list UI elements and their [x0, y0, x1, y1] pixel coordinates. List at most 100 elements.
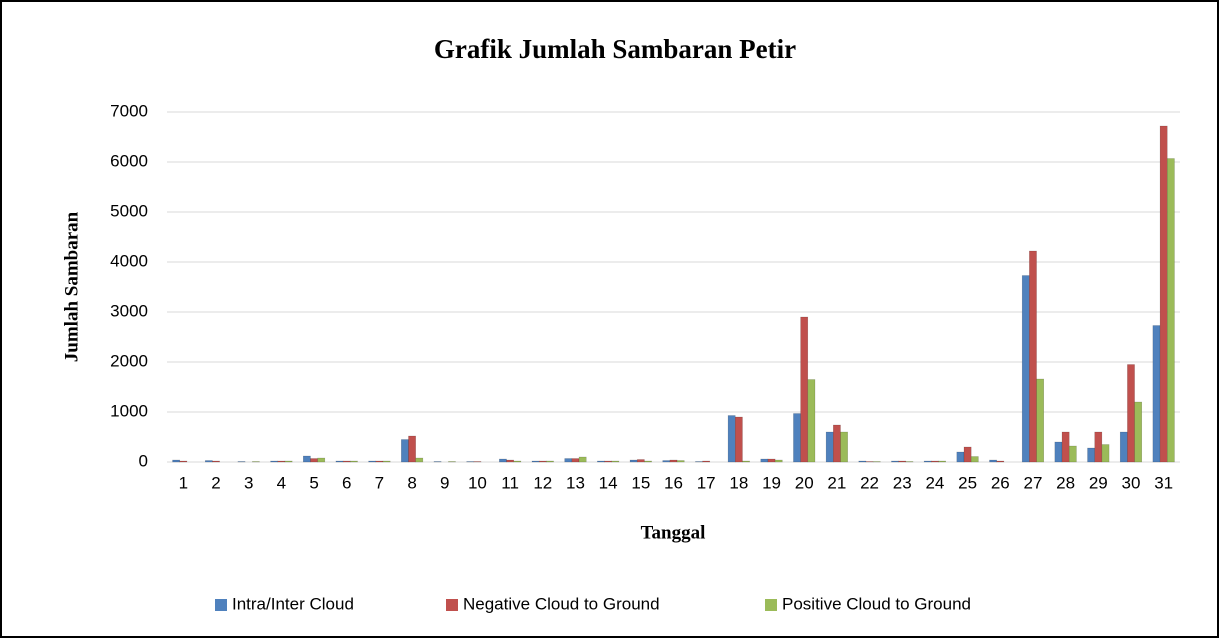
y-tick-label: 4000 [110, 251, 148, 270]
bar [840, 431, 848, 463]
bar [578, 456, 587, 463]
bar [499, 458, 507, 463]
y-tick-label: 0 [139, 451, 148, 470]
bar [644, 460, 652, 463]
x-tick-label: 29 [1089, 473, 1108, 492]
legend-swatch [765, 599, 777, 611]
bar [989, 459, 997, 463]
bar [793, 413, 801, 463]
bar [865, 461, 874, 463]
bar [735, 416, 743, 463]
bar [172, 459, 180, 463]
bar [872, 461, 881, 463]
bar [636, 459, 645, 463]
bar [662, 460, 671, 463]
bar [317, 457, 326, 463]
bar [774, 459, 783, 463]
bar [597, 460, 605, 463]
bar [676, 460, 685, 463]
x-tick-label: 13 [566, 473, 585, 492]
y-tick-label: 3000 [110, 301, 148, 320]
bar [342, 460, 351, 463]
x-tick-label: 4 [277, 473, 286, 492]
bar [1159, 125, 1168, 463]
bar [277, 460, 286, 463]
bar [448, 461, 456, 463]
y-tick-label: 6000 [110, 151, 148, 170]
legend-label: Negative Cloud to Ground [463, 594, 660, 613]
bar [1068, 445, 1077, 463]
bar [807, 379, 816, 463]
bar [931, 460, 939, 463]
bar [350, 460, 358, 463]
bar [335, 460, 344, 463]
bar [538, 460, 547, 463]
bar [382, 460, 391, 463]
bar [956, 451, 965, 463]
y-axis-label: Jumlah Sambaran [61, 211, 82, 362]
bar [252, 461, 260, 463]
x-tick-label: 27 [1023, 473, 1042, 492]
chart-title: Grafik Jumlah Sambaran Petir [434, 34, 796, 64]
bar [938, 460, 946, 463]
x-axis-label: Tanggal [641, 522, 706, 543]
bar [1036, 378, 1044, 463]
bar [1029, 250, 1037, 463]
bar [970, 456, 979, 463]
x-tick-label: 21 [827, 473, 846, 492]
bar [1061, 431, 1070, 463]
x-tick-label: 14 [599, 473, 618, 492]
x-tick-label: 3 [244, 473, 253, 492]
bar [204, 460, 213, 463]
x-tick-label: 12 [533, 473, 552, 492]
bar [415, 457, 424, 463]
bar [179, 460, 188, 463]
x-tick-label: 18 [729, 473, 748, 492]
bar [611, 460, 620, 463]
x-tick-label: 16 [664, 473, 683, 492]
bar [996, 460, 1005, 463]
bar [727, 415, 736, 463]
bar [1101, 444, 1110, 463]
bar [891, 460, 899, 463]
x-tick-label: 30 [1122, 473, 1141, 492]
bar [669, 459, 678, 463]
bar [546, 460, 554, 463]
x-tick-label: 10 [468, 473, 487, 492]
x-tick-label: 15 [631, 473, 650, 492]
legend-label: Intra/Inter Cloud [232, 594, 354, 613]
bar [963, 446, 972, 463]
x-tick-label: 24 [925, 473, 944, 492]
bar [898, 460, 907, 463]
bar [531, 460, 540, 463]
bar [513, 460, 522, 463]
bar [1167, 158, 1175, 463]
bar [767, 458, 776, 463]
bar [303, 455, 311, 463]
x-tick-label: 7 [375, 473, 384, 492]
bar [833, 424, 841, 463]
bar [760, 458, 769, 463]
bar [506, 459, 514, 463]
bar [368, 460, 377, 463]
x-tick-label: 23 [893, 473, 912, 492]
bar [1127, 364, 1135, 463]
x-tick-label: 22 [860, 473, 879, 492]
bar [473, 461, 482, 463]
x-tick-label: 17 [697, 473, 716, 492]
bar [923, 460, 932, 463]
x-tick-label: 8 [407, 473, 416, 492]
x-tick-label: 11 [501, 473, 519, 492]
y-tick-label: 5000 [110, 201, 148, 220]
bar [310, 458, 318, 463]
x-tick-label: 28 [1056, 473, 1075, 492]
x-tick-label: 19 [762, 473, 781, 492]
bar [466, 461, 475, 463]
y-tick-label: 7000 [110, 101, 148, 120]
x-tick-label: 25 [958, 473, 977, 492]
bar [742, 460, 750, 463]
bar [571, 458, 580, 463]
bar [401, 439, 409, 463]
